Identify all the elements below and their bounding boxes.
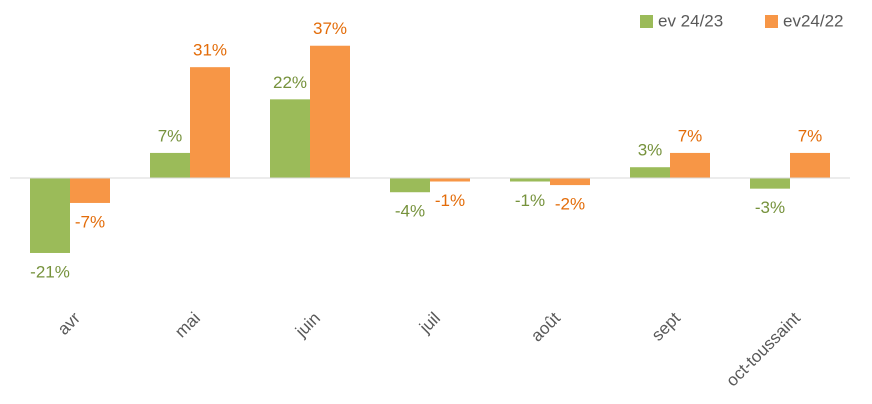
bar	[630, 167, 670, 178]
legend-label: ev 24/23	[658, 11, 723, 30]
legend-label: ev24/22	[783, 11, 844, 30]
x-tick-label: août	[527, 308, 564, 345]
bar	[70, 177, 110, 203]
legend-swatch	[765, 15, 778, 28]
bar	[670, 152, 710, 178]
x-tick-label: avr	[54, 308, 84, 338]
data-label: -1%	[515, 191, 545, 210]
data-label: 3%	[638, 141, 663, 160]
bar	[190, 67, 230, 178]
data-label: 7%	[678, 126, 703, 145]
data-label: -3%	[755, 198, 785, 217]
data-label: -2%	[555, 195, 585, 214]
bar	[430, 177, 470, 182]
bar	[510, 177, 550, 182]
bar	[30, 177, 70, 253]
data-label: 37%	[313, 19, 347, 38]
bar	[310, 45, 350, 178]
bar	[790, 152, 830, 178]
bar	[390, 177, 430, 193]
x-tick-label: oct-toussaint	[722, 308, 804, 390]
bar	[750, 177, 790, 189]
x-tick-label: juil	[415, 309, 444, 338]
data-label: -4%	[395, 202, 425, 221]
data-label: 22%	[273, 73, 307, 92]
legend-swatch	[640, 15, 653, 28]
x-tick-label: juin	[291, 309, 324, 342]
bar	[550, 177, 590, 186]
data-label: 7%	[158, 126, 183, 145]
x-tick-label: mai	[171, 309, 204, 342]
data-label: 7%	[798, 126, 823, 145]
data-label: -7%	[75, 212, 105, 231]
data-label: 31%	[193, 41, 227, 60]
data-label: -21%	[30, 262, 70, 281]
x-tick-label: sept	[648, 308, 684, 344]
bar	[150, 152, 190, 178]
data-label: -1%	[435, 191, 465, 210]
bar	[270, 99, 310, 178]
